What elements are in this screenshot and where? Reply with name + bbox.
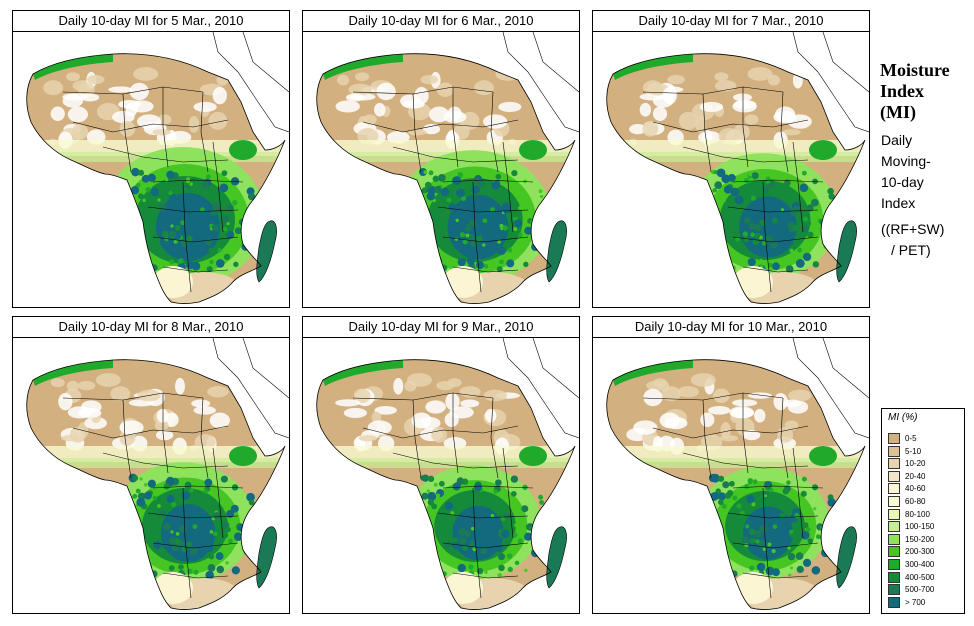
map-svg	[316, 338, 579, 610]
side-title-line: Moisture	[880, 60, 950, 80]
coastline	[26, 53, 286, 304]
map-svg	[606, 32, 869, 304]
madagascar	[256, 220, 277, 283]
legend-label: 80-100	[905, 509, 930, 519]
arabia-outline	[502, 32, 579, 133]
madagascar	[836, 526, 857, 589]
legend-swatch	[888, 559, 900, 570]
legend-swatch	[888, 584, 900, 596]
legend-swatch	[888, 571, 900, 583]
legend-label: 5-10	[905, 446, 922, 456]
legend-swatch	[888, 433, 900, 444]
africa-map	[302, 31, 580, 308]
map-svg	[316, 32, 579, 304]
arabia-outline	[502, 338, 579, 439]
legend-swatch	[888, 496, 900, 507]
arabia-outline	[212, 32, 289, 133]
legend-label: 200-300	[905, 547, 935, 557]
side-desc-line: Daily	[881, 132, 913, 148]
legend-swatch	[888, 546, 900, 558]
coastline	[606, 53, 866, 304]
madagascar	[256, 526, 277, 589]
legend-swatch	[888, 533, 900, 545]
side-formula: ((RF+SW) / PET)	[881, 219, 944, 261]
side-desc-line: Index	[881, 195, 916, 211]
legend-swatch	[888, 458, 900, 470]
africa-map	[592, 337, 870, 614]
map-panel-5: Daily 10-day MI for 9 Mar., 2010	[302, 316, 580, 614]
africa-map	[302, 337, 580, 614]
moisture-field	[606, 360, 866, 610]
legend-label: 150-200	[905, 534, 935, 544]
side-description: Daily Moving- 10-day Index	[881, 130, 931, 214]
legend-swatch	[888, 470, 900, 482]
country-borders	[352, 86, 534, 293]
legend-label: 20-40	[905, 471, 926, 481]
moisture-field	[316, 54, 576, 304]
map-panel-4: Daily 10-day MI for 8 Mar., 2010	[12, 316, 290, 614]
panel-title: Daily 10-day MI for 10 Mar., 2010	[592, 316, 870, 338]
legend-label: 400-500	[905, 572, 935, 582]
country-borders	[642, 86, 824, 293]
map-panel-3: Daily 10-day MI for 7 Mar., 2010	[592, 10, 870, 308]
legend-label: 500-700	[905, 585, 935, 595]
side-desc-line: 10-day	[881, 174, 924, 190]
side-title-line: (MI)	[880, 102, 916, 122]
panel-title: Daily 10-day MI for 9 Mar., 2010	[302, 316, 580, 338]
legend-swatch	[888, 521, 900, 533]
country-borders	[62, 392, 244, 599]
legend-label: > 700	[905, 597, 926, 607]
legend-label: 40-60	[905, 484, 926, 494]
side-desc-line: Moving-	[881, 153, 931, 169]
moisture-field	[26, 54, 286, 304]
madagascar	[836, 220, 857, 283]
coastline	[26, 359, 286, 610]
legend-swatch	[888, 483, 900, 495]
africa-map	[12, 337, 290, 614]
map-svg	[26, 338, 289, 610]
legend: MI (%) 0-5 5-10 10-20 20-40 40-60 60-80 80-100…	[881, 408, 965, 614]
africa-map	[12, 31, 290, 308]
legend-label: 0-5	[905, 434, 917, 443]
side-formula-line: / PET)	[891, 242, 931, 258]
moisture-field	[316, 360, 576, 610]
map-svg	[606, 338, 869, 610]
panel-title: Daily 10-day MI for 6 Mar., 2010	[302, 10, 580, 32]
legend-label: 10-20	[905, 459, 926, 469]
side-title-line: Index	[880, 81, 925, 101]
legend-title: MI (%)	[888, 412, 918, 423]
madagascar	[546, 220, 567, 283]
side-formula-line: ((RF+SW)	[881, 221, 945, 237]
legend-swatch	[888, 596, 900, 608]
coastline	[606, 359, 866, 610]
panel-title: Daily 10-day MI for 7 Mar., 2010	[592, 10, 870, 32]
map-svg	[26, 32, 289, 304]
moisture-field	[606, 54, 866, 304]
legend-swatch	[888, 445, 900, 457]
side-title: Moisture Index (MI)	[880, 60, 950, 123]
map-panel-6: Daily 10-day MI for 10 Mar., 2010	[592, 316, 870, 614]
panel-title: Daily 10-day MI for 8 Mar., 2010	[12, 316, 290, 338]
legend-swatch	[888, 508, 900, 520]
coastline	[316, 359, 576, 610]
panel-title: Daily 10-day MI for 5 Mar., 2010	[12, 10, 290, 32]
map-panel-1: Daily 10-day MI for 5 Mar., 2010	[12, 10, 290, 308]
legend-label: 60-80	[905, 497, 926, 506]
map-panel-2: Daily 10-day MI for 6 Mar., 2010	[302, 10, 580, 308]
country-borders	[642, 392, 824, 599]
legend-label: 300-400	[905, 560, 935, 569]
country-borders	[352, 392, 534, 599]
country-borders	[62, 86, 244, 293]
arabia-outline	[212, 338, 289, 439]
arabia-outline	[792, 32, 869, 133]
arabia-outline	[792, 338, 869, 439]
legend-label: 100-150	[905, 522, 935, 532]
africa-map	[592, 31, 870, 308]
madagascar	[546, 526, 567, 589]
coastline	[316, 53, 576, 304]
